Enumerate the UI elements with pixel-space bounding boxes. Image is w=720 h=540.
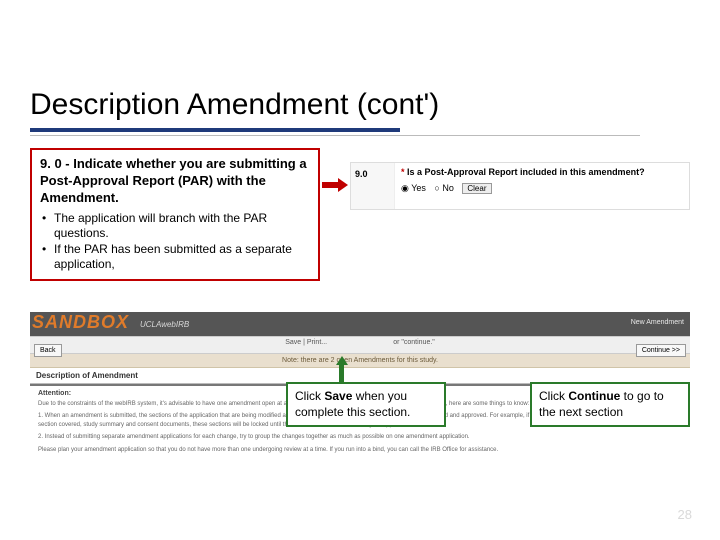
radio-yes[interactable]: ◉ Yes — [401, 183, 426, 194]
back-button[interactable]: Back — [34, 344, 62, 357]
required-asterisk: * — [401, 167, 405, 177]
callout-continue-pre: Click — [539, 389, 568, 403]
callout-save-pre: Click — [295, 389, 324, 403]
sandbox-header-bar: SANDBOX UCLAwebIRB New Amendment — [30, 312, 690, 336]
sandbox-suffix: UCLAwebIRB — [140, 320, 189, 329]
instruction-main-text: 9. 0 - Indicate whether you are submitti… — [40, 156, 310, 207]
arrow-right-icon — [322, 178, 348, 192]
callout-continue-bold: Continue — [568, 389, 620, 403]
instruction-bullets: The application will branch with the PAR… — [40, 211, 310, 273]
attention-p4: Please plan your amendment application s… — [38, 446, 682, 454]
title-underline-gray — [30, 135, 640, 136]
page-number: 28 — [678, 507, 692, 522]
instruction-bullet: If the PAR has been submitted as a separ… — [40, 242, 310, 273]
par-question-text: Is a Post-Approval Report included in th… — [407, 167, 645, 177]
arrow-up-save-icon — [336, 356, 348, 382]
par-question-panel: 9.0 * Is a Post-Approval Report included… — [350, 162, 690, 210]
title-underline-blue — [30, 128, 400, 132]
continue-button[interactable]: Continue >> — [636, 344, 686, 357]
radio-no[interactable]: ○ No — [434, 183, 453, 193]
notes-bar: Note: there are 2 open Amendments for th… — [30, 354, 690, 368]
instruction-bullet: The application will branch with the PAR… — [40, 211, 310, 242]
radio-no-label: No — [442, 183, 454, 193]
toolbar: Back Save | Print... or "continue." Cont… — [30, 336, 690, 354]
par-radio-group: ◉ Yes ○ No Clear — [401, 183, 683, 194]
sandbox-logo: SANDBOX — [32, 312, 129, 333]
slide-title: Description Amendment (cont') — [30, 88, 439, 122]
attention-p3: 2. Instead of submitting separate amendm… — [38, 433, 682, 441]
toolbar-center-text: Save | Print... or "continue." — [285, 339, 435, 346]
instruction-box: 9. 0 - Indicate whether you are submitti… — [30, 148, 320, 281]
sandbox-right-label: New Amendment — [631, 319, 684, 326]
clear-button[interactable]: Clear — [462, 183, 491, 194]
callout-continue: Click Continue to go to the next section — [530, 382, 690, 427]
callout-save-bold: Save — [324, 389, 352, 403]
par-section-number: 9.0 — [351, 163, 395, 209]
radio-yes-label: Yes — [411, 183, 426, 193]
callout-save: Click Save when you complete this sectio… — [286, 382, 446, 427]
